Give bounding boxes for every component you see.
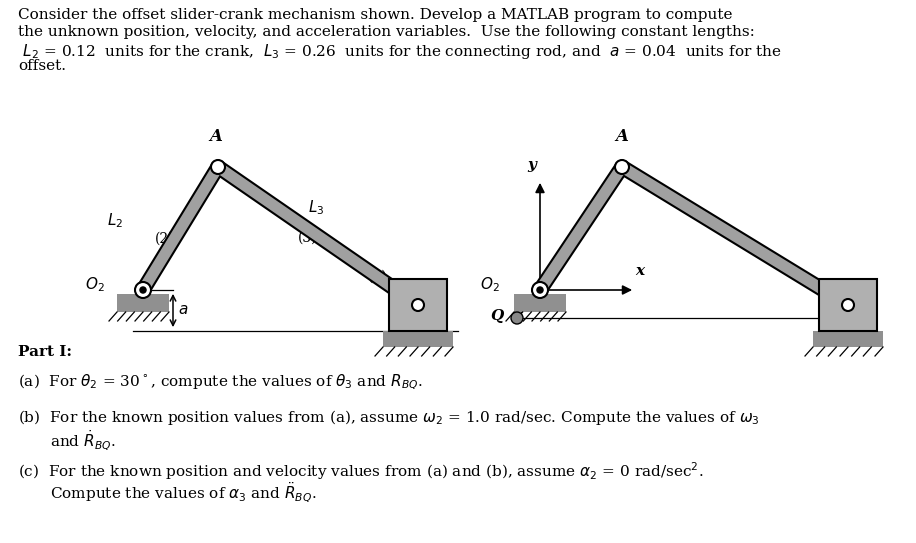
Text: $O_2$: $O_2$ <box>480 276 500 294</box>
Text: Compute the values of $\alpha_3$ and $\ddot{R}_{BQ}$.: Compute the values of $\alpha_3$ and $\d… <box>50 481 316 505</box>
Text: (3): (3) <box>298 231 318 245</box>
Text: $a$: $a$ <box>178 304 189 318</box>
Bar <box>514 294 566 312</box>
Text: Q: Q <box>490 309 503 323</box>
Text: A: A <box>210 128 223 145</box>
Circle shape <box>532 282 548 298</box>
Text: (a)  For $\theta_2$ = 30$^\circ$, compute the values of $\theta_3$ and $R_{BQ}$.: (a) For $\theta_2$ = 30$^\circ$, compute… <box>18 373 422 392</box>
Text: $L_3$: $L_3$ <box>308 199 324 217</box>
Text: $O_2$: $O_2$ <box>85 276 105 294</box>
Text: Consider the offset slider-crank mechanism shown. Develop a MATLAB program to co: Consider the offset slider-crank mechani… <box>18 8 733 22</box>
Text: $L_2$: $L_2$ <box>107 211 123 230</box>
Text: $L_2$ = 0.12  units for the crank,  $L_3$ = 0.26  units for the connecting rod, : $L_2$ = 0.12 units for the crank, $L_3$ … <box>18 42 781 61</box>
Text: x: x <box>636 264 645 278</box>
Text: the unknown position, velocity, and acceleration variables.  Use the following c: the unknown position, velocity, and acce… <box>18 25 755 39</box>
Text: (2): (2) <box>155 231 175 245</box>
Circle shape <box>842 299 854 311</box>
Circle shape <box>211 160 225 174</box>
Circle shape <box>537 287 543 293</box>
Bar <box>383 331 453 347</box>
Circle shape <box>412 299 424 311</box>
Text: A: A <box>616 128 628 145</box>
Bar <box>389 279 447 331</box>
Bar <box>117 294 169 312</box>
Circle shape <box>140 287 146 293</box>
Text: o B: o B <box>838 296 861 310</box>
Text: y: y <box>528 158 537 172</box>
Text: (c)  For the known position and velocity values from (a) and (b), assume $\alpha: (c) For the known position and velocity … <box>18 460 703 482</box>
Text: (4): (4) <box>368 270 387 284</box>
Text: and $\dot{R}_{BQ}$.: and $\dot{R}_{BQ}$. <box>50 429 115 453</box>
Text: (b)  For the known position values from (a), assume $\omega_2$ = 1.0 rad/sec. Co: (b) For the known position values from (… <box>18 408 759 427</box>
Circle shape <box>511 312 523 324</box>
Circle shape <box>615 160 629 174</box>
Circle shape <box>135 282 151 298</box>
Bar <box>819 279 877 331</box>
Text: offset.: offset. <box>18 59 66 73</box>
Bar <box>813 331 883 347</box>
Text: o B: o B <box>408 296 431 310</box>
Text: Part I:: Part I: <box>18 345 72 359</box>
